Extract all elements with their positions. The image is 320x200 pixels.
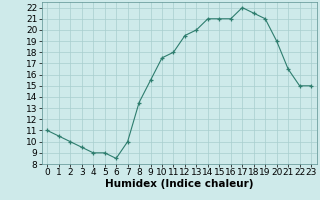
X-axis label: Humidex (Indice chaleur): Humidex (Indice chaleur) [105, 179, 253, 189]
